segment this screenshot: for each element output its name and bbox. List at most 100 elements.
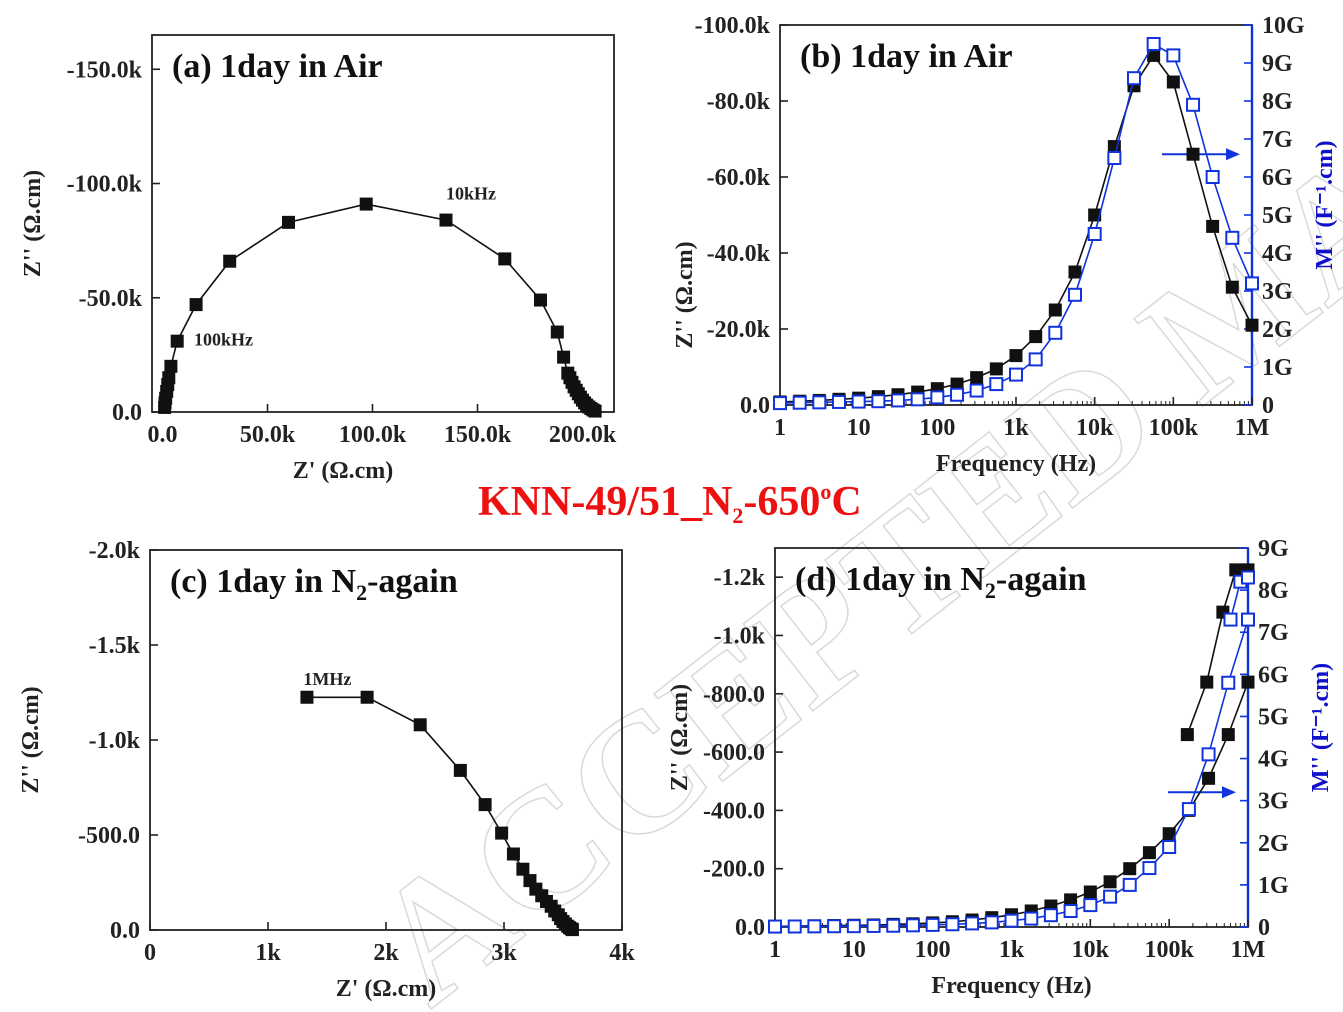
- data-point: [162, 371, 176, 385]
- y2-tick-label: 0: [1262, 393, 1274, 419]
- y2-axis-label: M'' (F⁻¹.cm): [1308, 663, 1334, 792]
- data-point: [534, 293, 547, 307]
- data-point: [831, 394, 846, 409]
- data-point: [1205, 170, 1220, 184]
- x-tick-label: 0.0: [148, 422, 178, 448]
- x-tick-label: 10: [847, 415, 871, 441]
- data-point: [1223, 612, 1238, 627]
- data-point: [1221, 728, 1235, 742]
- data-point: [1229, 563, 1243, 577]
- y2-tick-label: 2G: [1262, 317, 1293, 343]
- x-axis-label: Frequency (Hz): [931, 973, 1091, 999]
- data-point: [1241, 675, 1255, 689]
- main-title-prefix: KNN-49/51_N: [478, 479, 732, 525]
- data-point: [1123, 862, 1137, 876]
- data-point: [557, 350, 571, 364]
- annotation: 100kHz: [194, 330, 253, 350]
- data-point: [792, 395, 807, 410]
- y-tick-label: -100.0k: [695, 13, 771, 39]
- data-point: [282, 215, 295, 229]
- data-point: [1186, 147, 1200, 161]
- x-tick-label: 100.0k: [339, 422, 407, 448]
- data-point: [1083, 898, 1098, 913]
- data-point: [807, 919, 822, 934]
- data-point: [453, 763, 467, 777]
- x-tick-label: 1k: [999, 937, 1025, 963]
- y2-tick-label: 6G: [1262, 165, 1293, 191]
- y-tick-label: -200.0: [703, 857, 765, 883]
- y-tick-label: -50.0k: [79, 286, 143, 312]
- panel-a: 0.0 50.0k 100.0k 150.0k 200.0k 0.0 -50.0k -100.…: [20, 34, 617, 484]
- x-tick-label: 1: [774, 415, 786, 441]
- panel-title-label: (a): [172, 48, 220, 85]
- data-point: [965, 916, 980, 931]
- data-point: [871, 394, 886, 409]
- x-tick-label: 150.0k: [444, 422, 512, 448]
- data-point: [925, 917, 940, 932]
- panel-title-label: (d): [795, 561, 845, 598]
- data-point: [478, 798, 492, 812]
- y-tick-label: -40.0k: [707, 241, 771, 267]
- data-point: [812, 395, 827, 410]
- y-tick-label: 0.0: [112, 400, 142, 426]
- data-point: [1068, 265, 1082, 279]
- arrow-head-icon: [1226, 148, 1240, 161]
- data-point: [1202, 771, 1216, 785]
- data-point: [1088, 208, 1102, 222]
- y2-tick-label: 5G: [1258, 704, 1289, 730]
- data-point: [1063, 903, 1078, 918]
- main-title: KNN-49/51_N2-650oC: [478, 479, 862, 528]
- data-point: [1146, 37, 1161, 51]
- data-point: [1206, 219, 1220, 233]
- y2-tick-label: 5G: [1262, 203, 1293, 229]
- data-point: [170, 334, 184, 348]
- y-tick-label: -800.0: [703, 682, 765, 708]
- data-point: [1245, 318, 1259, 332]
- x-tick-label: 1M: [1235, 415, 1270, 441]
- data-point: [945, 917, 960, 932]
- panel-title-text: 1day in Air: [850, 38, 1012, 75]
- series-line: [163, 203, 596, 412]
- y-tick-label: -1.2k: [714, 565, 766, 591]
- x-tick-label: 100k: [1144, 937, 1194, 963]
- data-point: [851, 394, 866, 409]
- data-point: [768, 919, 782, 934]
- x-tick-label: 50.0k: [240, 422, 296, 448]
- data-point: [1241, 570, 1255, 585]
- y-tick-label: -20.0k: [707, 317, 771, 343]
- panel-b: 1 10 100 1k 10k 100k 1M 0.0 -20.0k -40.0k -60.0k -8…: [672, 13, 1338, 477]
- plot-frame: [151, 34, 615, 413]
- y2-tick-label: 4G: [1262, 241, 1293, 267]
- panel-title: (c) 1day in N2-again: [170, 563, 458, 605]
- panel-title-label: (c): [170, 563, 216, 600]
- data-point: [1009, 367, 1023, 382]
- data-point: [360, 690, 374, 704]
- panel-title-text: 1day in N: [845, 561, 985, 598]
- x-tick-label: 10: [842, 937, 866, 963]
- y2-tick-label: 1G: [1262, 355, 1293, 381]
- data-point: [1048, 303, 1062, 317]
- panel-title-sub: 2: [356, 580, 367, 605]
- data-point: [1009, 349, 1023, 363]
- data-point: [550, 325, 564, 339]
- data-point: [1107, 151, 1122, 165]
- data-point: [1241, 612, 1255, 627]
- main-title-mid: -650: [743, 479, 820, 525]
- y-axis-label: Z'' (Ω.cm): [667, 684, 693, 791]
- y2-tick-label: 10G: [1262, 13, 1305, 39]
- x-tick-label: 200.0k: [549, 422, 617, 448]
- y2-tick-label: 8G: [1262, 89, 1293, 115]
- data-point: [588, 404, 602, 418]
- panel-d: 1 10 100 1k 10k 100k 1M 0.0 -200.0 -400.0 -600.0 -8…: [667, 536, 1334, 999]
- y-axis-label: Z'' (Ω.cm): [18, 686, 44, 793]
- data-point: [516, 862, 530, 876]
- y2-tick-label: 4G: [1258, 747, 1289, 773]
- y2-tick-label: 7G: [1258, 620, 1289, 646]
- y-axis-label: Z'' (Ω.cm): [20, 170, 46, 277]
- y-tick-label: -1.5k: [89, 633, 141, 659]
- data-point: [989, 362, 1003, 376]
- y-tick-label: 0.0: [740, 393, 770, 419]
- data-point: [886, 918, 901, 933]
- data-point: [1162, 827, 1176, 841]
